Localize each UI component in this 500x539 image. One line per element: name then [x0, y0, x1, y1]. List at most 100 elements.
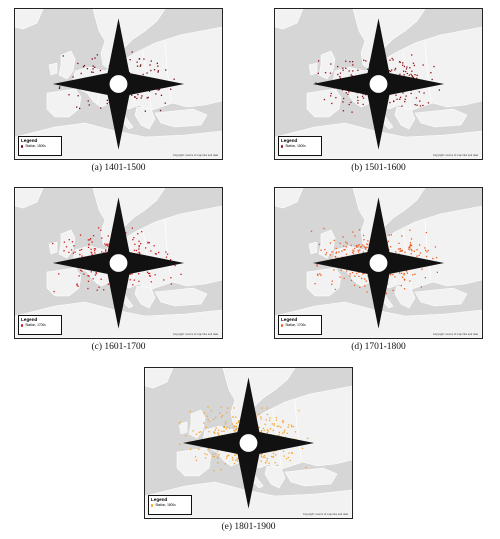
station-point — [139, 253, 141, 255]
station-point — [394, 67, 397, 70]
station-point — [402, 62, 404, 64]
station-point — [282, 432, 284, 434]
panel-caption: (c) 1601-1700 — [91, 342, 146, 352]
legend-title: Legend — [21, 138, 38, 143]
station-point — [276, 425, 278, 427]
station-point — [262, 427, 265, 430]
station-point — [419, 252, 422, 254]
station-point — [87, 100, 89, 102]
station-point — [305, 466, 307, 468]
station-point — [87, 280, 90, 282]
station-point — [87, 275, 89, 277]
station-point — [349, 273, 351, 275]
station-point — [292, 425, 295, 428]
land-area — [414, 108, 468, 128]
land-area — [394, 106, 416, 130]
station-point — [141, 95, 143, 97]
station-point — [134, 96, 136, 98]
station-point — [133, 237, 135, 239]
legend-title: Legend — [21, 317, 38, 322]
station-point — [411, 54, 413, 56]
station-point — [91, 58, 93, 60]
compass-part — [367, 263, 390, 329]
station-point — [414, 74, 416, 76]
station-point — [388, 234, 390, 236]
compass-part — [312, 72, 379, 96]
station-point — [331, 283, 333, 285]
station-point — [273, 424, 275, 426]
station-point — [348, 70, 350, 72]
station-point — [150, 69, 152, 72]
station-point — [210, 410, 213, 412]
map-panel-c: Legend Station, 1700s Copyright: source … — [14, 187, 223, 352]
station-point — [416, 104, 418, 106]
station-point — [329, 254, 331, 256]
station-point — [294, 431, 297, 433]
station-point — [341, 250, 343, 252]
station-point — [352, 249, 354, 251]
station-point — [80, 269, 82, 271]
station-point — [138, 240, 140, 242]
station-point — [108, 243, 110, 245]
station-point — [63, 241, 65, 243]
station-point — [77, 62, 79, 65]
station-point — [291, 452, 293, 454]
station-point — [324, 248, 326, 251]
station-point — [266, 432, 269, 434]
compass-part — [248, 431, 315, 455]
station-point — [405, 270, 408, 272]
land-area — [318, 50, 336, 80]
station-point — [269, 428, 272, 430]
station-point — [358, 275, 360, 277]
station-point — [147, 272, 150, 275]
station-point — [144, 110, 146, 112]
land-area — [275, 188, 304, 209]
legend-title: Legend — [151, 497, 168, 502]
legend-label: Station, 1700s — [285, 323, 306, 327]
station-point — [79, 107, 81, 110]
station-point — [319, 273, 321, 275]
station-point — [403, 272, 405, 275]
station-point — [409, 280, 411, 282]
station-point — [408, 248, 410, 251]
station-point — [404, 251, 406, 253]
station-point — [363, 239, 365, 241]
station-point — [403, 274, 405, 276]
station-point — [403, 70, 405, 72]
station-point — [105, 244, 107, 247]
station-point — [94, 57, 96, 59]
station-point — [356, 272, 358, 275]
station-point — [329, 72, 332, 74]
station-point — [224, 423, 227, 425]
station-point — [58, 273, 60, 275]
station-point — [146, 97, 148, 99]
station-point — [325, 252, 328, 254]
station-point — [406, 66, 408, 68]
station-point — [342, 236, 344, 238]
station-point — [104, 243, 106, 245]
station-point — [226, 411, 228, 414]
station-point — [416, 77, 418, 79]
compass-part — [104, 249, 133, 277]
station-point — [331, 280, 333, 282]
station-point — [361, 277, 363, 280]
map-frame: Legend Station, 1700s Copyright: source … — [274, 187, 483, 339]
land-area — [154, 108, 208, 128]
station-point — [140, 97, 142, 99]
station-point — [411, 75, 413, 77]
station-point — [233, 407, 235, 409]
station-point — [138, 58, 140, 60]
station-point — [358, 244, 360, 246]
station-point — [204, 453, 206, 455]
legend-dot-icon — [21, 145, 24, 148]
station-point — [95, 272, 97, 274]
compass-part — [234, 429, 263, 457]
station-point — [99, 69, 102, 72]
station-point — [272, 456, 274, 458]
station-point — [128, 72, 131, 74]
station-point — [360, 246, 362, 248]
panel-caption: (d) 1701-1800 — [351, 342, 406, 352]
station-point — [283, 431, 285, 433]
station-point — [363, 272, 365, 274]
station-point — [363, 246, 366, 248]
